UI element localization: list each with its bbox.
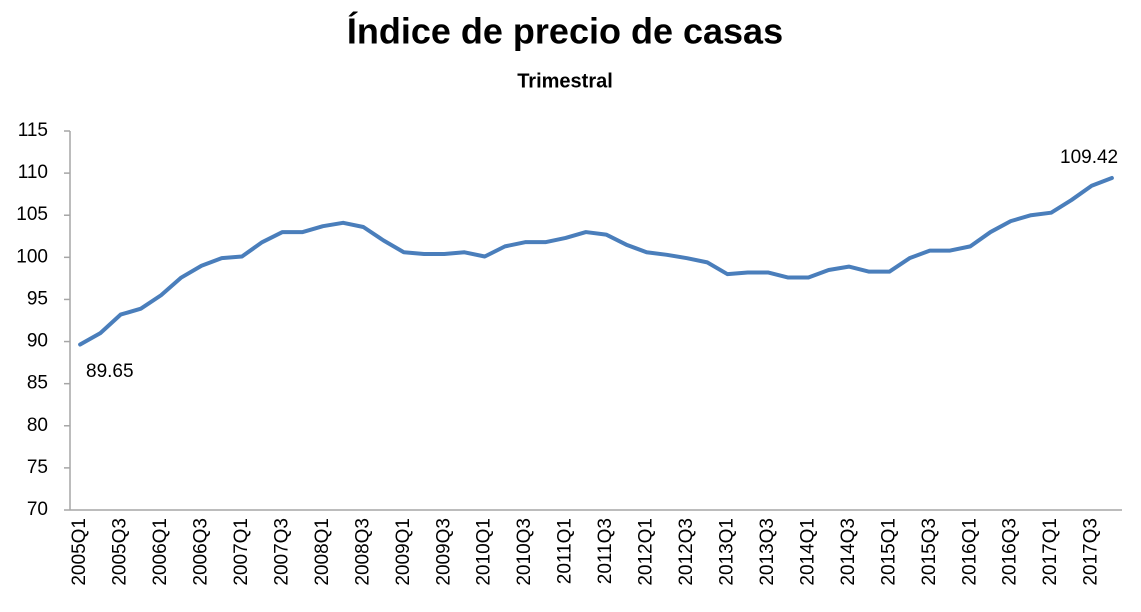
x-tick-label: 2014Q1: [797, 518, 818, 586]
y-tick-label: 75: [27, 457, 48, 478]
x-tick-label: 2009Q1: [393, 518, 414, 586]
x-tick-label: 2011Q1: [555, 518, 576, 584]
chart-title: Índice de precio de casas: [347, 11, 783, 52]
x-tick-label: 2012Q3: [676, 518, 697, 586]
chart-subtitle: Trimestral: [517, 70, 613, 92]
x-tick-label: 2010Q1: [474, 518, 495, 586]
x-tick-label: 2007Q1: [231, 518, 252, 586]
y-tick-label: 80: [27, 415, 48, 436]
x-tick-label: 2012Q1: [636, 518, 657, 586]
x-tick-label: 2005Q1: [69, 518, 90, 586]
x-tick-label: 2009Q3: [433, 518, 454, 586]
y-tick-label: 90: [27, 331, 48, 352]
x-tick-label: 2006Q3: [191, 518, 212, 586]
x-tick-label: 2014Q3: [838, 518, 859, 586]
x-tick-label: 2013Q1: [717, 518, 738, 586]
x-tick-label: 2017Q1: [1040, 518, 1061, 586]
x-tick-label: 2017Q3: [1081, 518, 1102, 586]
data-line: [78, 176, 1114, 347]
x-tick-label: 2008Q1: [312, 518, 333, 586]
y-tick-label: 85: [27, 373, 48, 394]
x-tick-label: 2016Q1: [959, 518, 980, 586]
x-tick-label: 2005Q3: [110, 518, 131, 586]
x-tick-label: 2016Q3: [1000, 518, 1021, 586]
x-tick-label: 2015Q3: [919, 518, 940, 586]
x-tick-label: 2013Q3: [757, 518, 778, 586]
x-tick-label: 2015Q1: [878, 518, 899, 586]
y-tick-label: 115: [18, 120, 48, 141]
x-tick-label: 2010Q3: [514, 518, 535, 586]
x-tick-label: 2008Q3: [352, 518, 373, 586]
y-tick-label: 95: [27, 288, 48, 309]
y-tick-label: 100: [16, 246, 48, 267]
data-label: 109.42: [1060, 147, 1118, 168]
x-tick-label: 2011Q3: [595, 518, 616, 584]
y-tick-label: 70: [27, 499, 48, 520]
x-tick-label: 2007Q3: [271, 518, 292, 586]
y-tick-label: 110: [18, 162, 48, 183]
x-tick-label: 2006Q1: [150, 518, 171, 586]
y-tick-label: 105: [16, 204, 48, 225]
data-label: 89.65: [86, 361, 134, 382]
